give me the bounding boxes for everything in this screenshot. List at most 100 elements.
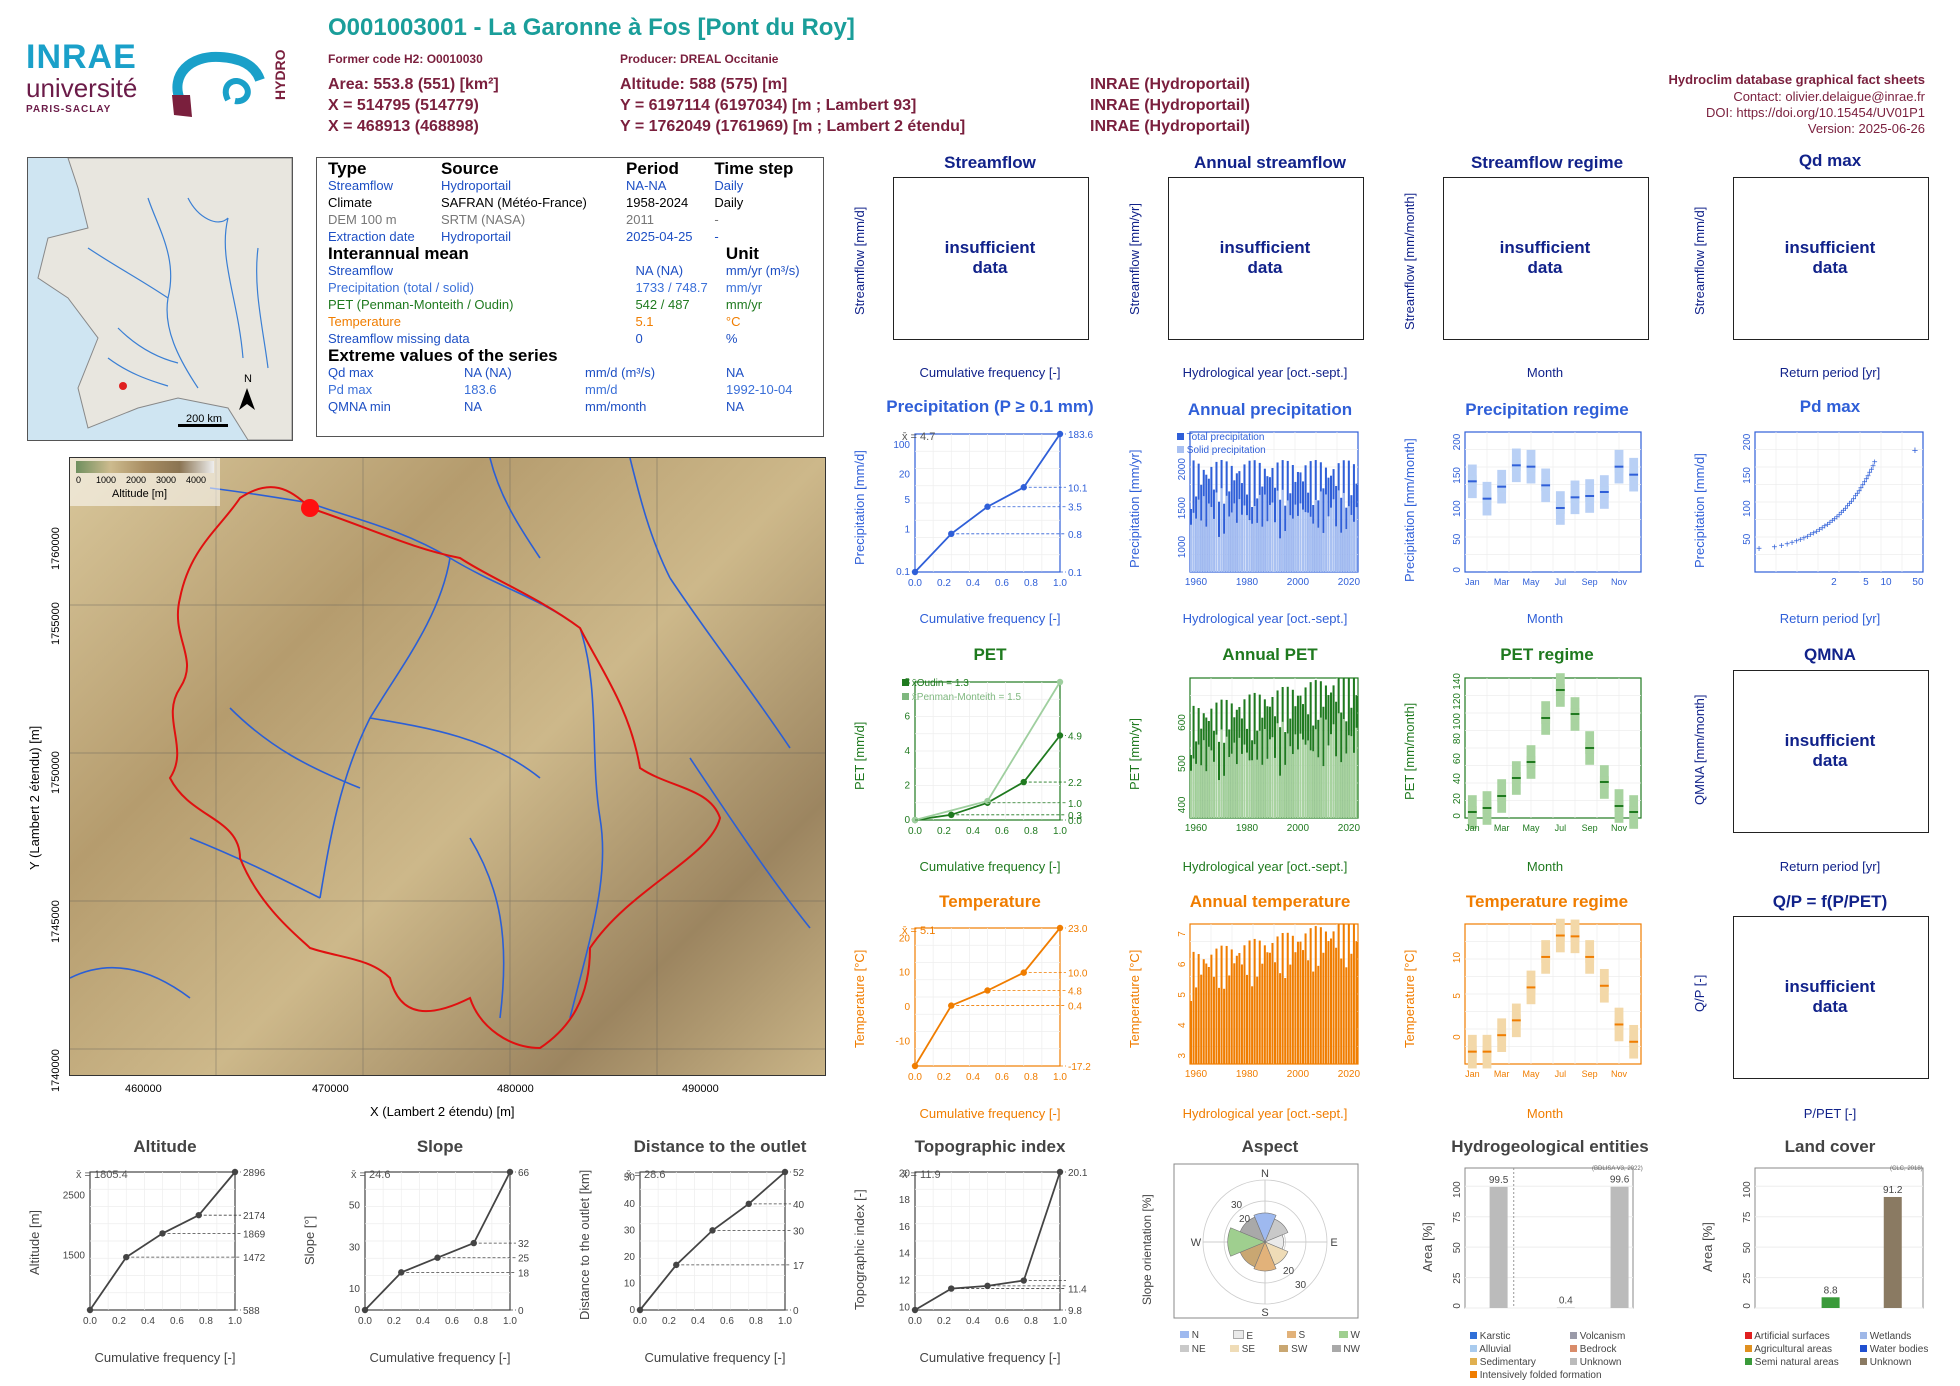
hg-volcanism: Volcanism — [1570, 1330, 1625, 1343]
hg-unknown-label: Unknown — [1579, 1357, 1622, 1368]
year-bar — [1286, 932, 1289, 1064]
year-bar — [1195, 987, 1198, 1064]
cell: 2025-04-25 — [626, 229, 693, 244]
info-table-box: Type Source Period Time step Streamflow H… — [316, 157, 824, 437]
y-tick: 10 — [624, 1278, 636, 1289]
legend-oudin-label: x̄Oudin = 1.3 — [911, 678, 969, 689]
topo-chart: 20.1 11.4 9.8 0.0 0.2 0.4 0.6 0.8 1.0 10 12 14 16 18 2… — [899, 1168, 1088, 1327]
pd-max-title: Pd max — [1799, 397, 1861, 416]
annual-streamflow-ylabel: Streamflow [mm/yr] — [1127, 203, 1142, 315]
ring-label: 20 — [1239, 1214, 1251, 1225]
hydrogeo-legend: Karstic Volcanism Alluvial Bedrock Sedim… — [1470, 1330, 1660, 1382]
data-point: + — [1772, 542, 1778, 553]
y-tick: 50 — [624, 1172, 636, 1183]
hydrogeo-chart: 0 25 50 75 100 99.5 0.4 99.6 — [1452, 1167, 1634, 1309]
year-bar-secondary — [1230, 512, 1233, 572]
qd-max-title: Qd max — [1730, 151, 1930, 171]
map-ytick: 1740000 — [50, 1049, 62, 1092]
y-tick: 120 — [1452, 693, 1463, 710]
pet-xlabel: Cumulative frequency [-] — [919, 859, 1061, 874]
bar-value-label: 99.5 — [1489, 1175, 1509, 1186]
legend-title: Altitude [m] — [112, 488, 168, 500]
x-tick: Jul — [1555, 577, 1567, 587]
x-tick: 0.6 — [445, 1316, 459, 1327]
map-xtick: 480000 — [497, 1083, 534, 1095]
year-bar-secondary — [1251, 760, 1254, 818]
lc-agricultural: Agricultural areas — [1745, 1343, 1860, 1356]
data-point: + — [1872, 458, 1878, 469]
qmna-insufficient: insufficient data — [1784, 731, 1876, 770]
basin-map-svg — [70, 458, 825, 1075]
data-point — [1020, 1277, 1027, 1284]
x-tick: 0.2 — [937, 1072, 951, 1083]
x-tick: 0.0 — [358, 1316, 372, 1327]
ring-label: 30 — [1231, 1200, 1243, 1211]
year-bar-secondary — [1212, 518, 1215, 572]
year-bar-secondary — [1332, 724, 1335, 818]
x-tick: 1.0 — [1053, 1316, 1067, 1327]
ring-label: 30 — [1295, 1280, 1307, 1291]
year-bar-secondary — [1274, 757, 1277, 818]
aspect-legend-n-label: N — [1191, 1330, 1200, 1341]
annual-streamflow-title: Annual streamflow — [1193, 153, 1347, 172]
x-tick: 1.0 — [1053, 578, 1067, 589]
aspect-sector — [1253, 1212, 1277, 1243]
precip-xlabel: Cumulative frequency [-] — [919, 611, 1061, 626]
year-bar-secondary — [1225, 495, 1228, 572]
cell: NA (NA) — [464, 365, 512, 380]
year-bar-secondary — [1258, 730, 1261, 818]
qp-xlabel: P/PET [-] — [1803, 1106, 1857, 1121]
temp-chart: 23.0 10.0 4.8 0.4 -17.2 0.0 0.2 0.4 0.6 0.8 1.0 -10… — [896, 924, 1092, 1083]
year-bar-secondary — [1312, 751, 1315, 818]
x-tick: 1960 — [1185, 577, 1208, 588]
data-point: + — [1845, 502, 1851, 513]
year-bar — [1294, 952, 1297, 1064]
streamflow-insufficient: insufficient data — [944, 238, 1036, 277]
cell: % — [725, 331, 738, 346]
x-tick: Jan — [1465, 577, 1480, 587]
aspect-legend-nw: NW — [1331, 1344, 1360, 1355]
y-tick: 0 — [1452, 813, 1463, 819]
bar-value-label: 8.8 — [1824, 1285, 1838, 1296]
col-type: Type — [328, 159, 367, 178]
y-tick: 0 — [1452, 1303, 1463, 1309]
year-bar-secondary — [1197, 499, 1200, 572]
coord-source-1: INRAE (Hydroportail) — [1090, 76, 1250, 93]
year-bar-secondary — [1307, 740, 1310, 818]
y-tick: 7 — [1177, 931, 1188, 937]
year-bar-secondary — [1243, 505, 1246, 572]
area: Area: 553.8 (551) [km²] — [328, 76, 499, 93]
data-point: + — [1854, 489, 1860, 500]
cell: Hydroportail — [440, 178, 512, 193]
x-tick: 0.2 — [937, 1316, 951, 1327]
year-bar-secondary — [1299, 503, 1302, 572]
legend-tick: 4000 — [186, 475, 207, 485]
year-bar-secondary — [1289, 746, 1292, 818]
x-tick: 1.0 — [778, 1316, 792, 1327]
year-bar — [1279, 727, 1282, 818]
year-bar-secondary — [1192, 512, 1195, 572]
right-value-label: 18 — [518, 1268, 530, 1279]
bar-value-label: 91.2 — [1883, 1185, 1903, 1196]
year-bar-secondary — [1309, 750, 1312, 818]
precip-regime-chart: Jan Mar May Jul Sep Nov 0 50 100 150 200 — [1452, 431, 1642, 587]
altitude-legend-bar — [76, 461, 214, 473]
lc-seminatural: Semi natural areas — [1745, 1356, 1860, 1369]
y-tick: 150 — [1742, 467, 1753, 484]
year-bar-secondary — [1205, 526, 1208, 572]
right-value-label: 0.0 — [1068, 816, 1082, 827]
year-bar — [1317, 965, 1320, 1064]
year-bar-secondary — [1253, 505, 1256, 572]
lc-artificial: Artificial surfaces — [1745, 1330, 1860, 1343]
year-bar-secondary — [1291, 754, 1294, 818]
data-point — [984, 797, 991, 805]
right-value-label: 10.1 — [1068, 483, 1088, 494]
x-tick: Sep — [1582, 577, 1598, 587]
x-tick: 1.0 — [228, 1316, 242, 1327]
year-bar-secondary — [1268, 739, 1271, 818]
right-value-label: 0.8 — [1068, 530, 1082, 541]
y-tick: 100 — [1742, 500, 1753, 517]
y-tick: 10 — [349, 1284, 361, 1295]
year-bar-secondary — [1243, 744, 1246, 818]
year-bar — [1218, 987, 1221, 1064]
